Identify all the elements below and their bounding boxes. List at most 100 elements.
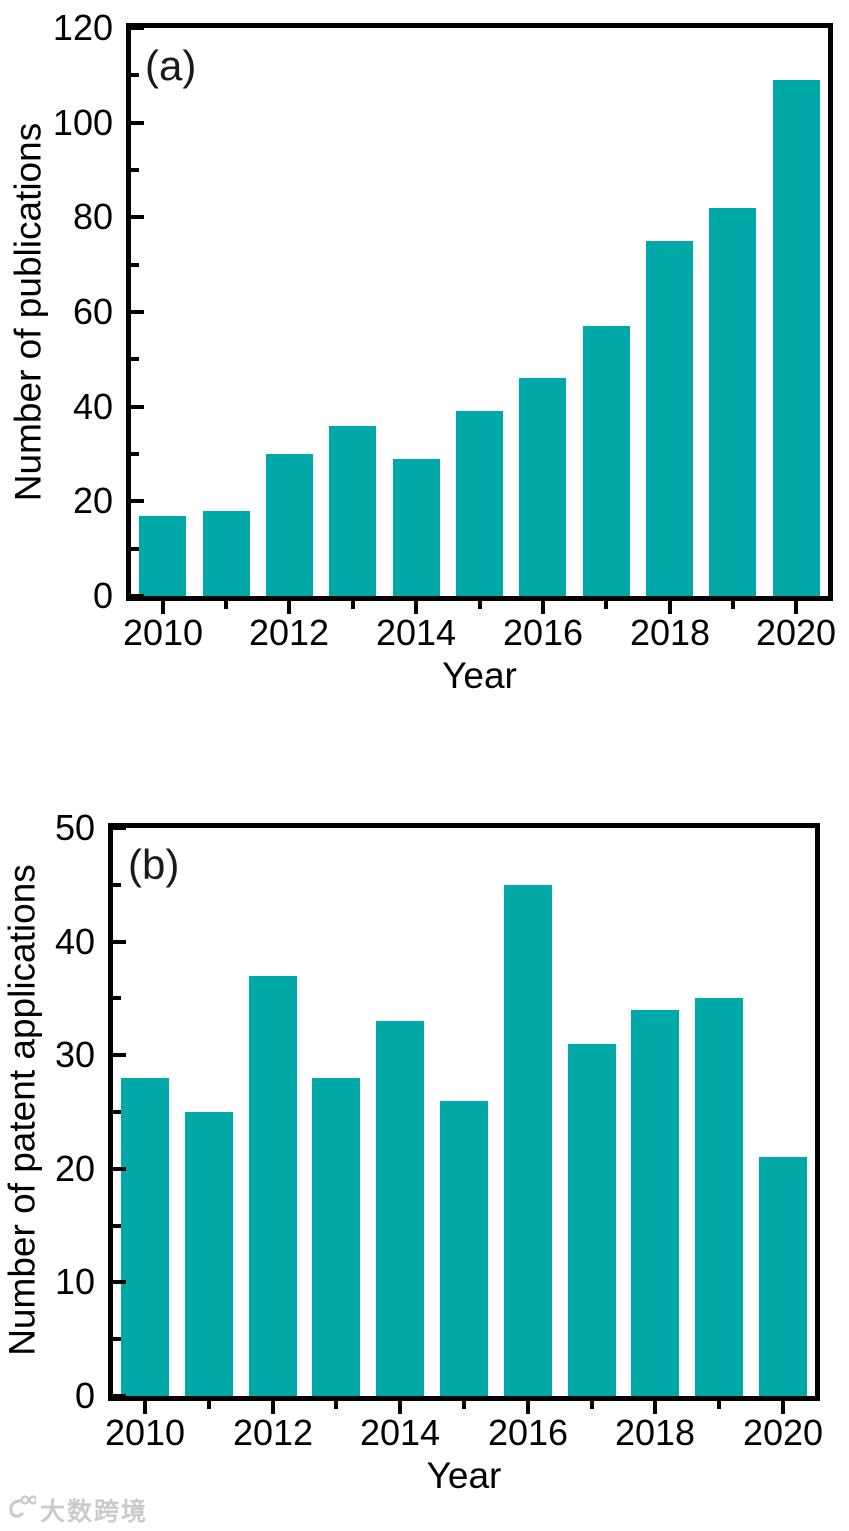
x-tick-label-b-2012: 2012 (232, 1412, 314, 1453)
bar-a-2019 (709, 208, 756, 596)
bar-a-2015 (456, 411, 503, 596)
x-major-tick-a (287, 601, 291, 614)
bar-b-2017 (568, 1044, 616, 1396)
bar-a-2012 (266, 454, 313, 596)
y-tick-label-a: 20 (72, 480, 113, 521)
y-minor-tick-a (131, 452, 139, 456)
x-tick-label-a-2010: 2010 (122, 612, 204, 653)
y-tick-label-b: 50 (54, 807, 95, 848)
y-tick-label-a: 0 (92, 575, 113, 616)
bar-a-2011 (203, 511, 250, 596)
watermark-text: 大数跨境 (40, 1498, 149, 1526)
x-tick-label-a-2018: 2018 (629, 612, 711, 653)
x-major-tick-b (781, 1401, 785, 1414)
x-major-tick-b (271, 1401, 275, 1414)
bar-b-2016 (504, 885, 552, 1396)
x-major-tick-a (668, 601, 672, 614)
x-tick-label-b-2014: 2014 (359, 1412, 441, 1453)
bar-b-2020 (759, 1157, 807, 1396)
bar-a-2018 (646, 241, 693, 596)
bar-b-2014 (376, 1021, 424, 1396)
x-major-tick-b (143, 1401, 147, 1414)
bar-a-2010 (139, 516, 186, 596)
y-minor-tick-a (131, 168, 139, 172)
x-major-tick-a (541, 601, 545, 614)
y-major-tick-b (113, 826, 126, 830)
bar-a-2017 (583, 326, 630, 596)
x-minor-tick-b (590, 1401, 594, 1409)
x-major-tick-a (414, 601, 418, 614)
chart-b-plot-frame (108, 823, 820, 1401)
chart-a-x-axis-title: Year (442, 655, 517, 696)
bar-b-2018 (631, 1010, 679, 1396)
bar-b-2010 (121, 1078, 169, 1396)
x-major-tick-a (161, 601, 165, 614)
y-minor-tick-a (131, 73, 139, 77)
bar-a-2014 (393, 459, 440, 596)
y-tick-label-b: 20 (54, 1148, 95, 1189)
x-minor-tick-b (717, 1401, 721, 1409)
y-tick-label-a: 100 (52, 102, 113, 143)
x-minor-tick-a (604, 601, 608, 609)
x-major-tick-a (794, 601, 798, 614)
x-tick-label-a-2020: 2020 (755, 612, 837, 653)
y-minor-tick-b (113, 996, 121, 1000)
y-major-tick-b (113, 1394, 126, 1398)
y-major-tick-a (131, 499, 144, 503)
y-tick-label-b: 30 (54, 1034, 95, 1075)
x-tick-label-a-2012: 2012 (248, 612, 330, 653)
y-minor-tick-b (113, 1337, 121, 1341)
chart-b-x-axis-title: Year (426, 1455, 502, 1496)
y-tick-label-a: 40 (72, 386, 113, 427)
x-major-tick-b (398, 1401, 402, 1414)
y-major-tick-b (113, 1053, 126, 1057)
y-minor-tick-a (131, 547, 139, 551)
bar-b-2013 (312, 1078, 360, 1396)
watermark-logo-icon (6, 1493, 38, 1528)
x-minor-tick-a (731, 601, 735, 609)
y-tick-label-b: 0 (74, 1375, 95, 1416)
y-major-tick-a (131, 594, 144, 598)
x-minor-tick-a (224, 601, 228, 609)
chart-a-panel-label: (a) (145, 42, 197, 89)
y-tick-label-a: 80 (72, 196, 113, 237)
y-tick-label-b: 10 (54, 1261, 95, 1302)
bar-b-2011 (185, 1112, 233, 1396)
x-major-tick-b (526, 1401, 530, 1414)
bar-b-2015 (440, 1101, 488, 1396)
x-tick-label-a-2016: 2016 (502, 612, 584, 653)
chart-a-plot-frame (126, 23, 833, 601)
watermark: 大数跨境 (6, 1492, 148, 1528)
y-major-tick-b (113, 1167, 126, 1171)
x-tick-label-b-2016: 2016 (487, 1412, 569, 1453)
y-major-tick-a (131, 405, 144, 409)
chart-b-panel-label: (b) (128, 841, 180, 888)
x-minor-tick-b (334, 1401, 338, 1409)
y-minor-tick-a (131, 263, 139, 267)
y-tick-label-a: 60 (72, 291, 113, 332)
y-major-tick-a (131, 121, 144, 125)
bar-a-2016 (519, 378, 566, 596)
y-tick-label-b: 40 (54, 921, 95, 962)
y-major-tick-b (113, 1280, 126, 1284)
y-minor-tick-b (113, 883, 121, 887)
y-major-tick-a (131, 215, 144, 219)
x-major-tick-b (653, 1401, 657, 1414)
x-tick-label-b-2020: 2020 (742, 1412, 824, 1453)
y-minor-tick-a (131, 357, 139, 361)
x-tick-label-a-2014: 2014 (375, 612, 457, 653)
x-tick-label-b-2010: 2010 (104, 1412, 186, 1453)
bar-b-2019 (695, 998, 743, 1396)
y-major-tick-a (131, 26, 144, 30)
bar-b-2012 (249, 976, 297, 1396)
x-minor-tick-a (478, 601, 482, 609)
y-tick-label-a: 120 (52, 7, 113, 48)
y-major-tick-b (113, 940, 126, 944)
y-minor-tick-b (113, 1224, 121, 1228)
x-tick-label-b-2018: 2018 (614, 1412, 696, 1453)
y-minor-tick-b (113, 1110, 121, 1114)
y-major-tick-a (131, 310, 144, 314)
x-minor-tick-a (351, 601, 355, 609)
bar-a-2013 (329, 426, 376, 596)
